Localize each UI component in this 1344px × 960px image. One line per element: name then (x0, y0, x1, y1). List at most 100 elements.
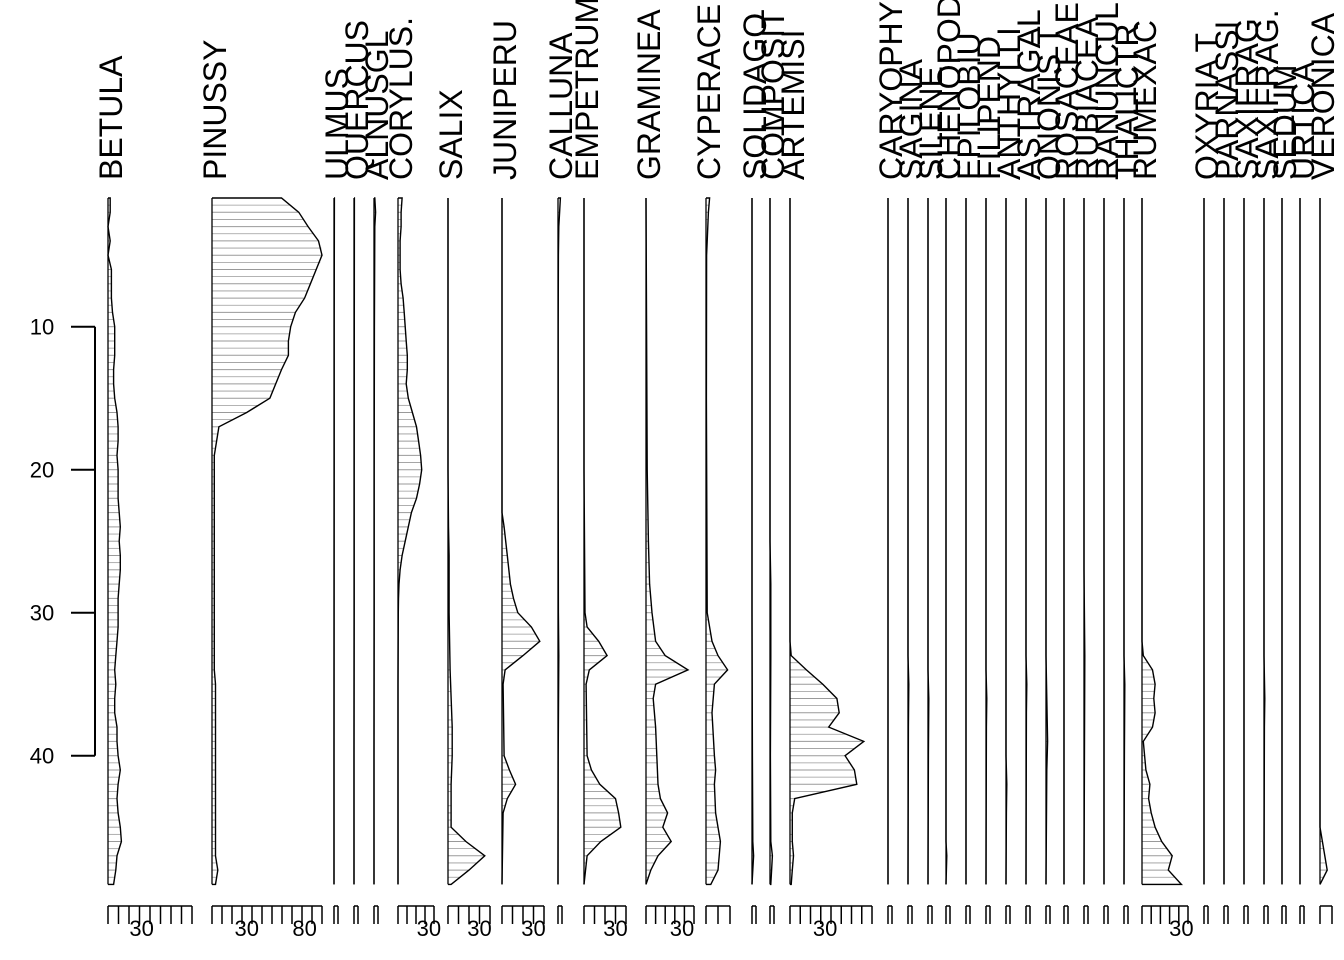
taxon-panel: CHENOPOD (931, 0, 967, 924)
taxon-panel: CALLUNA (543, 32, 579, 924)
taxon-panel: CARYOPHY (873, 1, 909, 924)
taxon-curve (557, 197, 562, 885)
taxon-curve (1319, 198, 1328, 885)
taxon-curve (751, 198, 755, 885)
panel-x-tick-label: 30 (467, 916, 491, 941)
taxon-panel: 30 JUNIPERU (487, 20, 546, 941)
taxon-label: SAGINA (893, 58, 929, 180)
taxon-panel: COMPOSIT (755, 9, 791, 924)
taxon-label: VERONICA (1305, 12, 1341, 180)
taxon-panel: THALICTR (1109, 24, 1145, 924)
taxon-label: OXYRIA T (1189, 33, 1225, 180)
taxon-label: CYPERACE (691, 4, 727, 180)
taxon-curve (769, 198, 774, 886)
taxon-label: CORYLUS. (383, 17, 419, 180)
taxon-label: SOLIDAGO (737, 13, 773, 180)
taxon-label: ANTHYLLI (991, 27, 1027, 180)
taxon-panel: ANTHYLLI (991, 27, 1027, 924)
panel-x-tick-label: 30 (603, 916, 627, 941)
taxon-label: FILIPEND (971, 36, 1007, 180)
panel-x-tick-label: 30 (670, 916, 694, 941)
depth-tick-label: 40 (30, 744, 54, 769)
taxon-panel: RUBIACEA (1069, 16, 1105, 924)
depth-tick-label: 30 (30, 601, 54, 626)
taxon-panel: 30 RUMEXAC (1127, 20, 1194, 941)
panel-x-tick-label: 30 (1169, 916, 1193, 941)
taxon-curve (1025, 198, 1028, 885)
taxon-curve (705, 197, 729, 886)
taxon-panel: ULMUS (319, 68, 355, 924)
taxon-label: SILENE (913, 66, 949, 180)
depth-tick-label: 10 (30, 315, 54, 340)
taxon-label: PINUSSY (197, 40, 233, 180)
taxon-panel: RANUNCUL (1089, 2, 1125, 924)
taxon-panel: PARNASSI (1209, 21, 1245, 924)
taxon-label: THALICTR (1109, 24, 1145, 180)
taxon-label: ALNUSGL (359, 31, 395, 180)
taxon-curve (907, 198, 910, 885)
taxon-curve (373, 197, 377, 885)
taxon-curve (985, 198, 988, 885)
panel-x-tick-label: 30 (234, 916, 258, 941)
panel-x-tick-label: 30 (521, 916, 545, 941)
taxon-panel: 30 BETULA (93, 55, 193, 941)
taxon-label: BETULA (93, 55, 129, 180)
taxon-curve (789, 198, 866, 886)
taxon-panel: SAXIFRAG. (1249, 9, 1285, 924)
depth-tick-label: 20 (30, 458, 54, 483)
taxon-label: RUMEXAC (1127, 20, 1163, 180)
taxon-panel: OXYRIA T (1189, 33, 1225, 924)
taxon-label: SAXIFRAG (1229, 18, 1265, 180)
taxon-panel: SILENE (913, 66, 949, 924)
taxon-label: SALIX (433, 89, 469, 180)
taxon-label: ONONIS T (1031, 26, 1067, 180)
taxon-label: JUNIPERU (487, 20, 523, 180)
taxon-panel: 30 EMPETRUM (569, 0, 628, 941)
taxon-label: SAXIFRAG. (1249, 9, 1285, 180)
taxon-label: ASTRAGAL (1011, 9, 1047, 180)
depth-axis: 10 20 30 40 (30, 315, 96, 769)
taxon-label: RANUNCUL (1089, 2, 1125, 180)
taxon-label: QUERCUS (339, 20, 375, 180)
taxon-panel: URTICA (1285, 61, 1321, 924)
taxon-curve (927, 198, 930, 885)
taxon-curve (1045, 198, 1049, 885)
taxon-curve (645, 197, 690, 885)
taxon-label: CARYOPHY (873, 1, 909, 180)
panel-x-tick-label: 30 (813, 916, 837, 941)
taxon-label: CALLUNA (543, 32, 579, 180)
taxon-panel: ROSACEAE (1049, 2, 1085, 924)
taxon-label: PARNASSI (1209, 21, 1245, 180)
taxon-label: CHENOPOD (931, 0, 967, 180)
panel-x-tick-label: 30 (129, 916, 153, 941)
taxon-panel: SEDUM (1267, 64, 1303, 924)
taxon-label: COMPOSIT (755, 9, 791, 180)
taxon-label: ULMUS (319, 68, 355, 180)
panel-x-tick-label: 30 (417, 916, 441, 941)
taxon-curve (1083, 198, 1086, 885)
taxon-panel: EPILOBIU (951, 32, 987, 924)
taxon-label: ARTEMISI (775, 29, 811, 180)
taxon-panel: 30 SALIX (433, 89, 492, 941)
taxon-curve (1141, 198, 1183, 886)
taxon-curve (397, 197, 423, 885)
taxon-label: ROSACEAE (1049, 2, 1085, 180)
taxon-panel: 30 CORYLUS. (383, 17, 441, 941)
taxon-label: RUBIACEA (1069, 16, 1105, 180)
taxon-panel: ASTRAGAL (1011, 9, 1047, 924)
taxon-label: GRAMINEA (631, 9, 667, 180)
taxon-curve (1005, 198, 1008, 885)
taxon-panel: ALNUSGL (359, 31, 395, 924)
taxon-curve (501, 198, 541, 885)
taxon-panel: ONONIS T (1031, 26, 1067, 924)
taxon-curve (1123, 198, 1126, 885)
panel-x-tick-label: 80 (292, 916, 316, 941)
taxon-panel: SAXIFRAG (1229, 18, 1265, 924)
taxon-panel: CYPERACE (691, 4, 731, 924)
taxon-curve (447, 198, 486, 886)
taxon-curve (212, 197, 323, 886)
taxon-panel: SOLIDAGO (737, 13, 773, 924)
taxon-label: EPILOBIU (951, 32, 987, 180)
